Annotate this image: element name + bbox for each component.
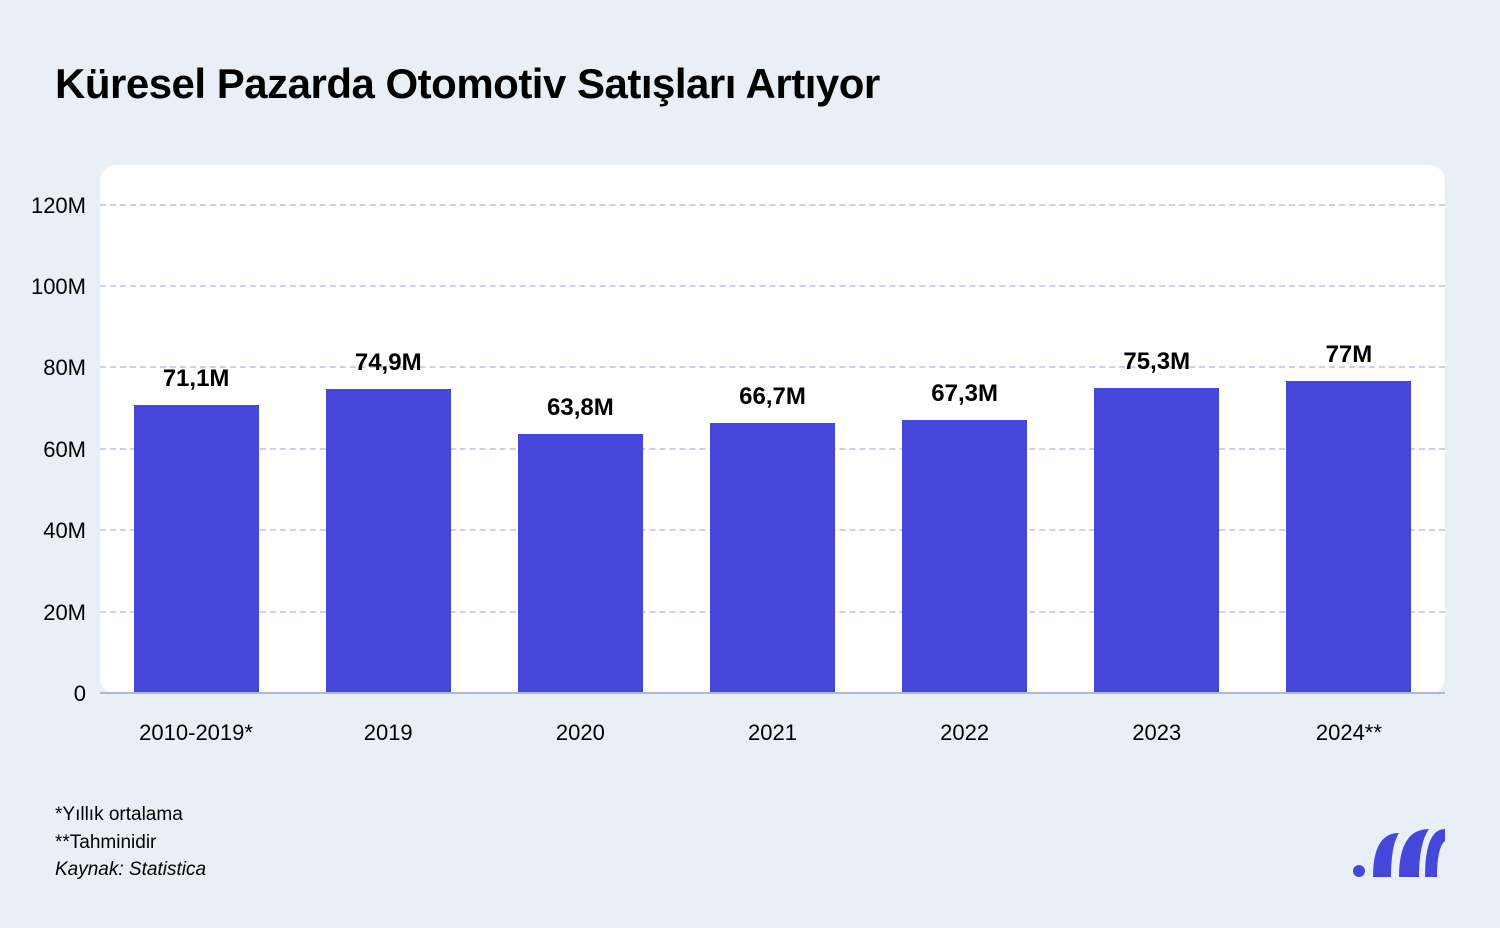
y-tick-label: 20M [43, 600, 100, 626]
footnote-1: *Yıllık ortalama [55, 801, 206, 829]
bar-value-label: 63,8M [547, 394, 614, 434]
bar: 66,7M [710, 423, 835, 694]
x-axis-label: 2022 [940, 694, 989, 746]
x-axis-label: 2010-2019* [139, 694, 253, 746]
x-axis-label: 2020 [556, 694, 605, 746]
bar-slot: 71,1M2010-2019* [100, 165, 292, 694]
bar: 77M [1286, 381, 1411, 694]
x-axis-label: 2021 [748, 694, 797, 746]
bar-value-label: 75,3M [1123, 348, 1190, 388]
footnote-2: **Tahminidir [55, 829, 206, 857]
bar-value-label: 71,1M [163, 365, 230, 405]
y-tick-label: 0 [74, 681, 100, 707]
y-tick-label: 80M [43, 355, 100, 381]
bar-slot: 66,7M2021 [676, 165, 868, 694]
bar-slot: 75,3M2023 [1061, 165, 1253, 694]
bar: 63,8M [518, 434, 643, 694]
x-axis-label: 2023 [1132, 694, 1181, 746]
bar-slot: 77M2024** [1253, 165, 1445, 694]
bar: 71,1M [134, 405, 259, 694]
chart-title: Küresel Pazarda Otomotiv Satışları Artıy… [55, 60, 880, 108]
brand-logo-icon [1351, 823, 1445, 884]
bar: 74,9M [326, 389, 451, 694]
bar-slot: 74,9M2019 [292, 165, 484, 694]
footnote-source: Kaynak: Statistica [55, 856, 206, 884]
y-tick-label: 120M [31, 193, 100, 219]
bar-value-label: 67,3M [931, 380, 998, 420]
bars-container: 71,1M2010-2019*74,9M201963,8M202066,7M20… [100, 165, 1445, 694]
bar-slot: 67,3M2022 [869, 165, 1061, 694]
y-tick-label: 60M [43, 437, 100, 463]
bar: 67,3M [902, 420, 1027, 694]
y-tick-label: 40M [43, 518, 100, 544]
y-tick-label: 100M [31, 274, 100, 300]
x-axis-label: 2019 [364, 694, 413, 746]
footnotes: *Yıllık ortalama **Tahminidir Kaynak: St… [55, 801, 206, 884]
bar-value-label: 66,7M [739, 383, 806, 423]
chart-panel: 020M40M60M80M100M120M 71,1M2010-2019*74,… [100, 165, 1445, 694]
bar-value-label: 77M [1326, 341, 1373, 381]
baseline [100, 692, 1445, 694]
bar-value-label: 74,9M [355, 349, 422, 389]
bar: 75,3M [1094, 388, 1219, 694]
x-axis-label: 2024** [1316, 694, 1382, 746]
bar-slot: 63,8M2020 [484, 165, 676, 694]
